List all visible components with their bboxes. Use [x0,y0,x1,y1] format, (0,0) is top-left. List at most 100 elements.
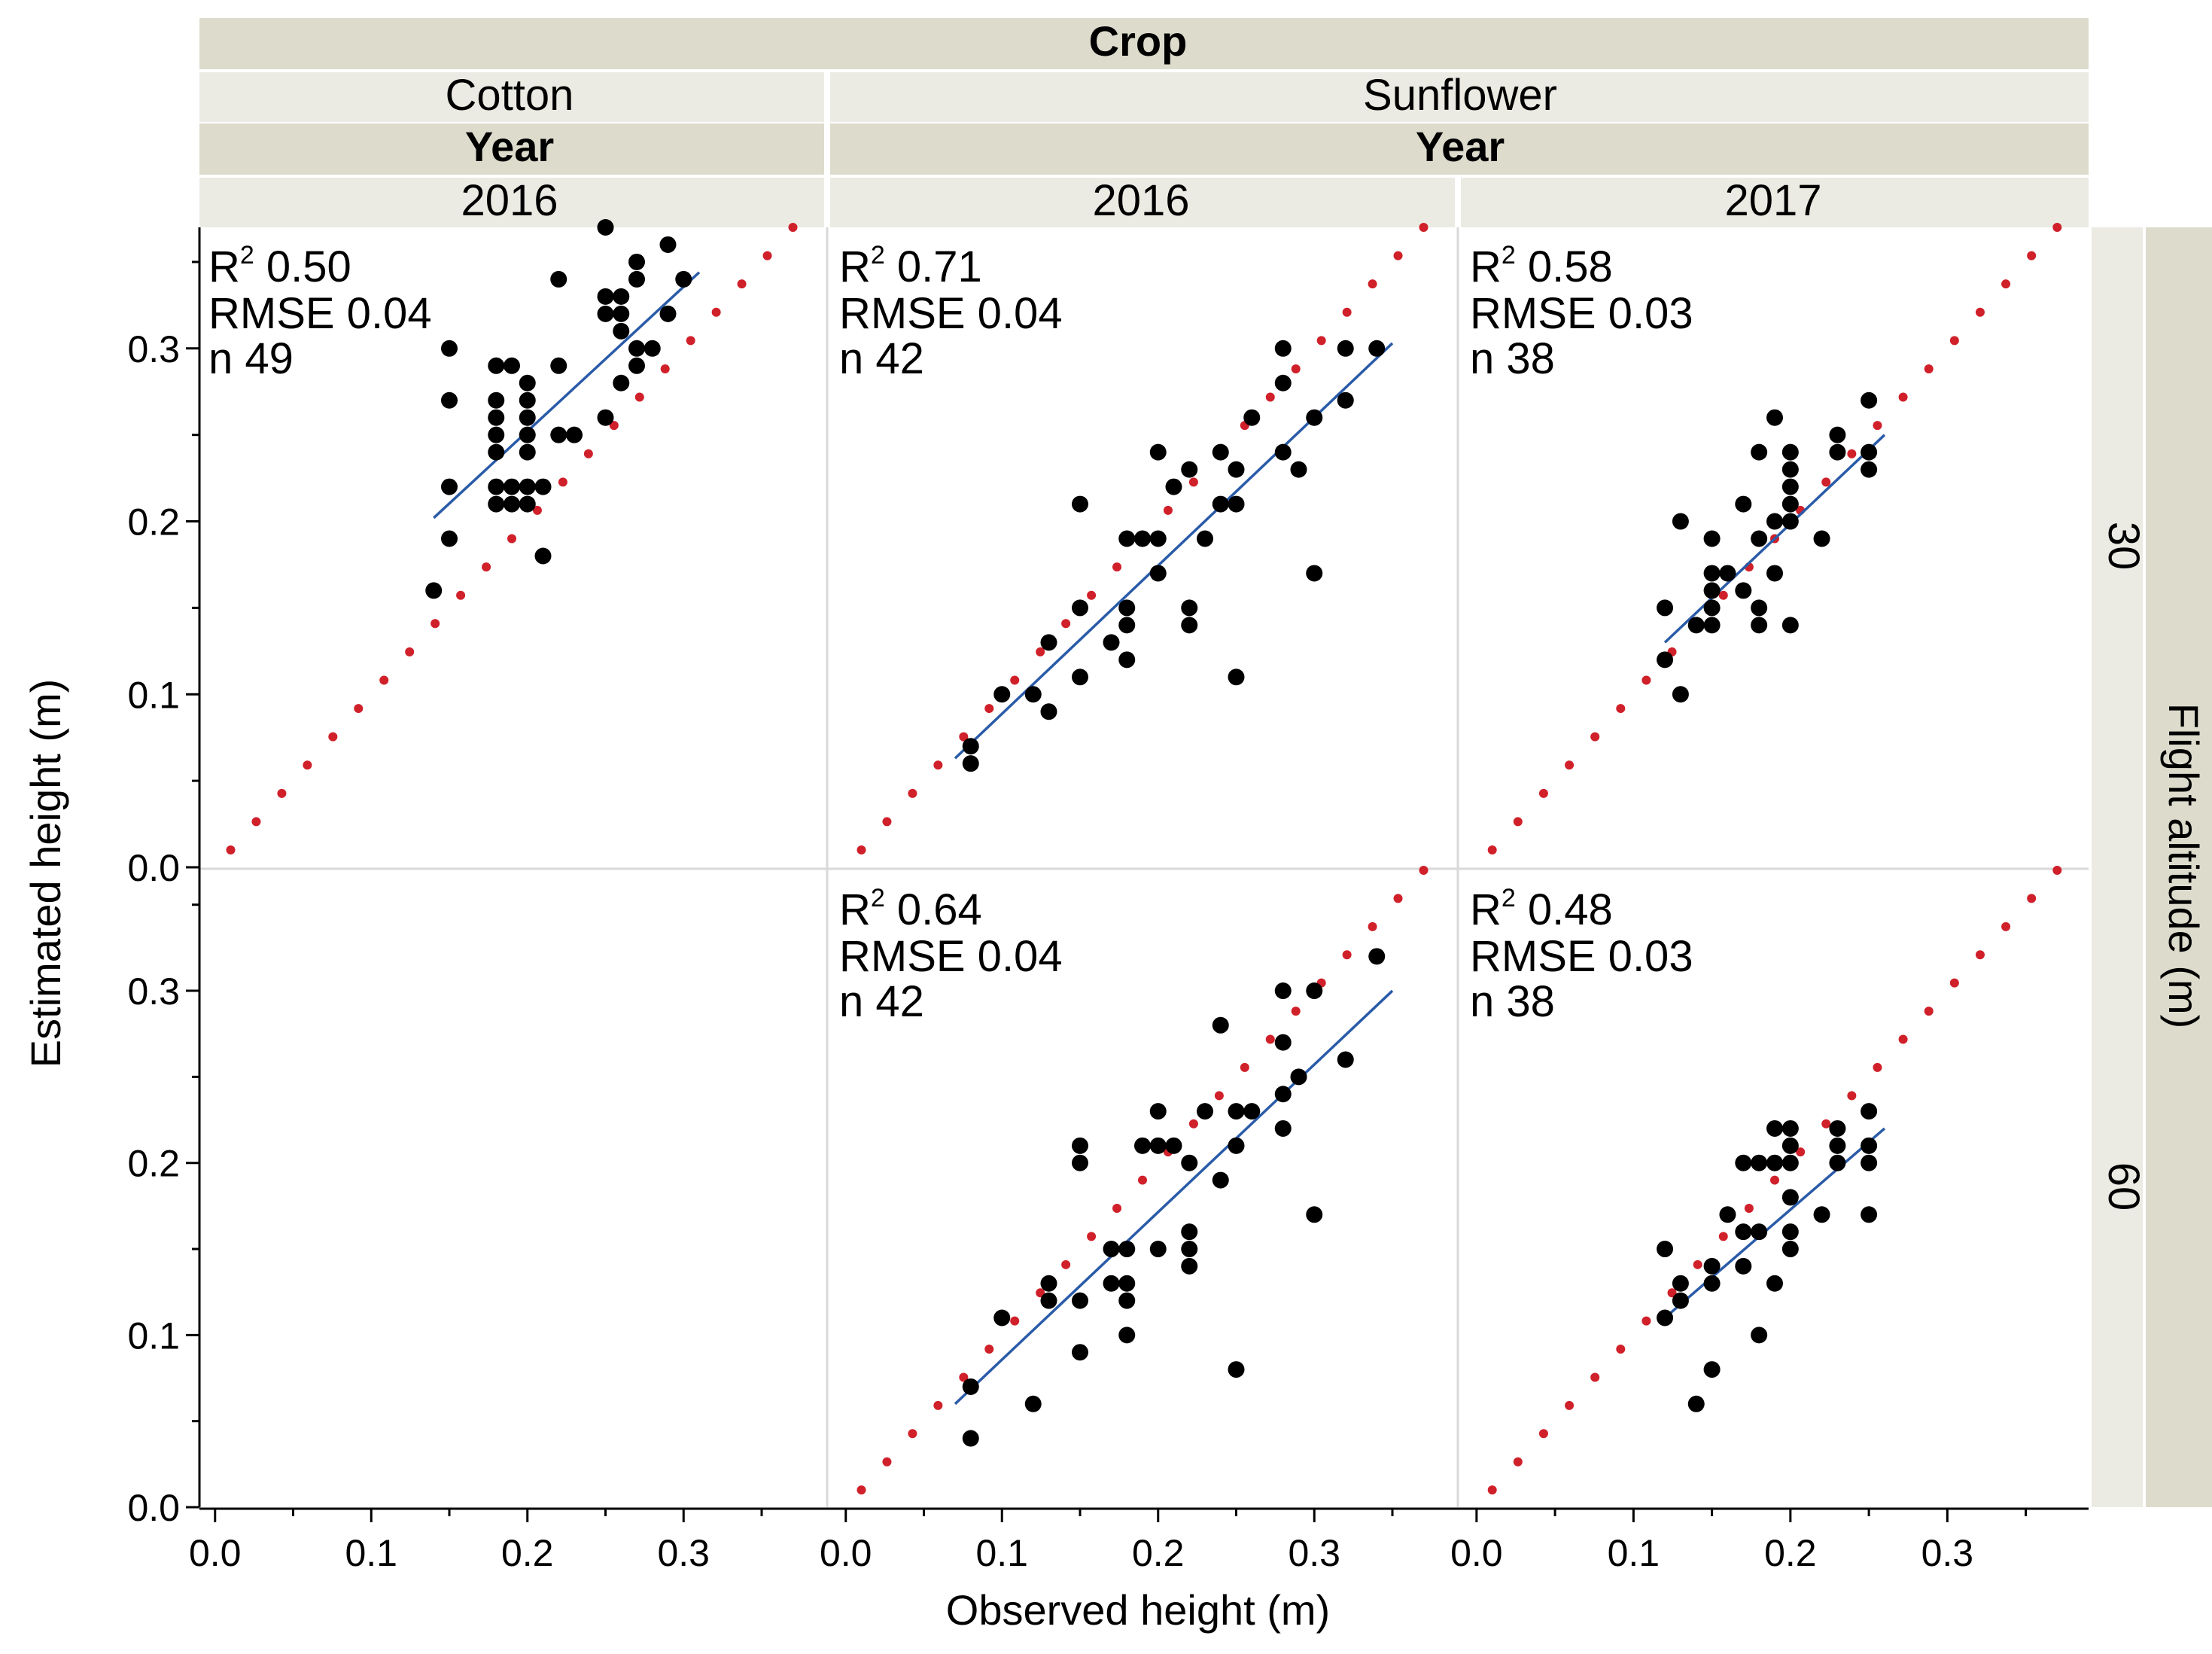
year-label-col2: 2016 [1092,176,1189,225]
reference-dot [1061,1260,1071,1269]
r2-label: R [839,242,871,291]
reference-dot [686,336,695,346]
reference-dot [788,223,798,232]
reference-dot [711,307,721,317]
data-point [1181,461,1198,478]
reference-dot [1975,950,1985,960]
reference-dot [1898,392,1908,402]
data-point [1781,461,1799,478]
reference-dot [933,760,943,770]
data-point [1751,443,1768,461]
reference-dot [1924,1007,1934,1016]
reference-dot [933,1400,943,1410]
data-point [1274,1086,1292,1103]
reference-dot [1188,1119,1198,1129]
data-point [1781,1223,1799,1241]
axes-layer: 0.00.10.20.30.00.10.20.30.0 0.1 0.2 0.3 0.0 0… [127,227,2089,1574]
data-point [488,495,505,513]
reference-dot [1565,760,1575,770]
reference-dot [251,817,261,827]
data-point [1781,1119,1799,1137]
data-point [488,409,505,426]
data-point [1751,1223,1768,1241]
y-tick-label: 0.1 [127,1314,180,1357]
data-point [1719,1206,1736,1223]
reference-dot [882,1457,892,1467]
data-point [993,686,1011,703]
reference-dot [1214,1091,1224,1101]
data-point [1274,1034,1292,1051]
data-point [1228,1361,1245,1378]
data-point [597,409,614,426]
data-point [1861,1137,1878,1154]
data-point [1781,1154,1799,1171]
reference-dot [1393,251,1403,260]
altitude-label-30: 30 [2099,522,2148,571]
reference-dot [2001,279,2011,289]
data-point [488,478,505,495]
data-point [504,478,520,495]
data-point [1228,495,1245,513]
reference-dot [226,845,236,855]
data-point [962,755,979,772]
data-point [1861,1154,1878,1171]
reference-dot [1138,1175,1147,1185]
data-point [1781,1241,1799,1258]
stat-n: n 42 [839,334,924,383]
data-point [1829,1119,1846,1137]
data-point [1040,703,1057,720]
reference-dot [634,392,644,402]
data-point [534,547,552,565]
reference-dot [1061,619,1071,629]
data-point [1197,1103,1213,1120]
reference-dot [405,647,415,656]
stat-n: n 38 [1470,334,1555,383]
data-point [1751,1327,1768,1344]
stat-rmse: RMSE 0.03 [1470,932,1693,981]
reference-dot [1642,675,1651,685]
regression-line [1663,1127,1886,1319]
reference-dot [1821,1119,1831,1129]
stat-r2: R2 0.64 [839,884,982,934]
data-point [1672,513,1689,530]
stat-n: n 42 [839,977,924,1026]
reference-dot [379,675,389,685]
data-point [1274,982,1292,1000]
data-point [1228,669,1245,686]
reference-dot [1949,978,1959,988]
data-point [1072,495,1088,513]
data-point [519,409,536,426]
reference-dot [303,760,312,770]
reference-dot [1513,817,1523,827]
data-point [1306,565,1323,582]
data-point [1072,1154,1088,1171]
data-point [1781,513,1799,530]
data-point [1829,1137,1846,1154]
reference-dot [959,732,969,742]
data-point [1703,565,1721,582]
data-point [1751,530,1768,547]
reference-dot [762,251,772,260]
cotton-header-strip [199,72,824,122]
data-point [425,582,443,599]
altitude-label-60: 60 [2099,1162,2148,1211]
data-point [1181,599,1198,617]
data-point [962,1430,979,1447]
sunflower-header-strip [830,72,2089,122]
data-point [1149,530,1167,547]
reference-dot [1821,477,1831,487]
data-point [1735,1154,1752,1171]
data-point [1072,1292,1088,1309]
y-tick-label: 0.2 [127,501,180,544]
r2-superscript: 2 [871,241,885,270]
data-point [1813,530,1830,547]
reference-dot [1163,505,1173,515]
data-point [1781,1137,1799,1154]
data-point [1861,461,1878,478]
reference-dot [857,1485,866,1495]
data-point [1751,599,1768,617]
reference-dot [1693,1260,1702,1269]
reference-dot [1342,307,1352,317]
data-point [488,426,505,443]
reference-dot [1565,1400,1575,1410]
